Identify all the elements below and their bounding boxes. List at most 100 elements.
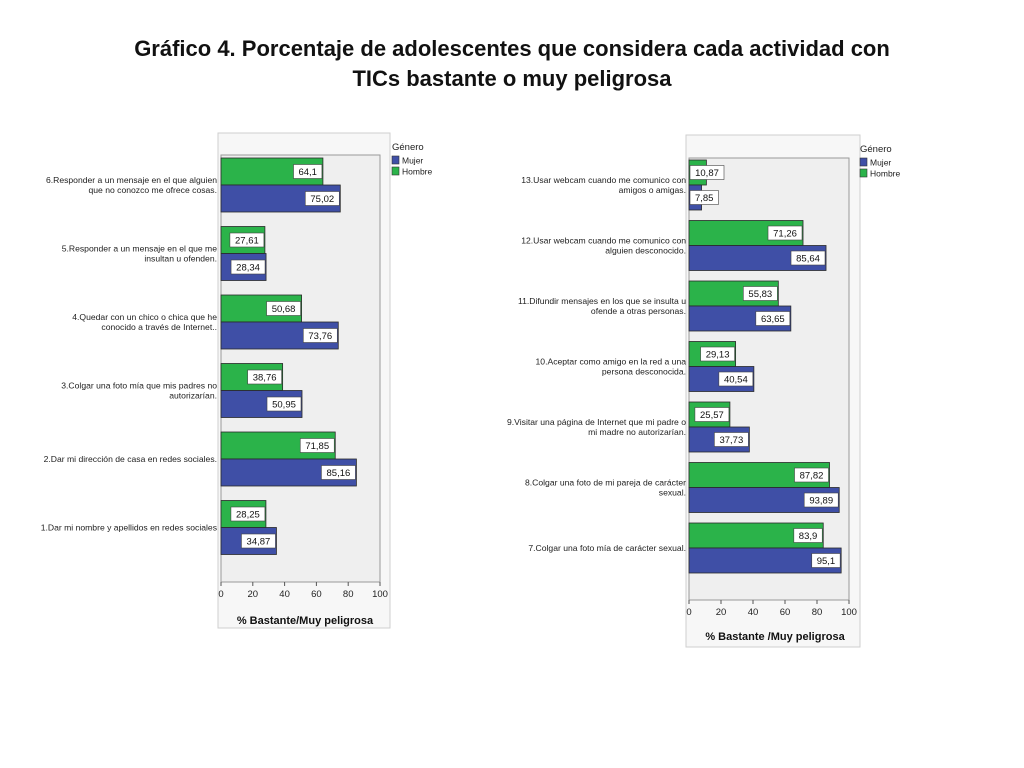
c2-value-label-mujer-5: 93,89 — [809, 496, 833, 507]
c2-x-tick-label-2: 40 — [748, 607, 759, 618]
c1-label-box-hombre-4 — [299, 438, 335, 453]
c1-value-label-mujer-2: 73,76 — [308, 331, 332, 342]
c2-value-label-mujer-2: 63,65 — [761, 314, 785, 325]
c2-legend-swatch-hombre — [859, 168, 868, 178]
c2-x-tick-label-3: 60 — [780, 607, 791, 618]
c2-label-box-mujer-1 — [790, 250, 826, 266]
c2-value-label-hombre-0: 10,87 — [695, 168, 719, 179]
c2-x-tick-label-0: 0 — [686, 607, 691, 618]
c1-legend-title: Género — [392, 142, 424, 153]
c2-value-label-hombre-1: 71,26 — [773, 229, 797, 240]
c1-category-label-4-0: 2.Dar mi dirección de casa en redes soci… — [44, 454, 217, 464]
c1-label-box-mujer-0 — [304, 191, 340, 206]
c2-value-label-mujer-4: 37,73 — [719, 435, 743, 446]
c2-legend-swatch-mujer — [859, 157, 868, 167]
c1-legend-swatch-hombre — [391, 166, 400, 176]
c2-value-label-hombre-5: 87,82 — [800, 471, 824, 482]
c1-value-label-hombre-5: 28,25 — [236, 510, 260, 521]
c2-value-label-hombre-2: 55,83 — [748, 289, 772, 300]
c1-label-box-mujer-3 — [266, 396, 302, 412]
title-line-1: Gráfico 4. Porcentaje de adolescentes qu… — [134, 36, 890, 61]
c2-category-label-6-0: 7.Colgar una foto mía de carácter sexual… — [528, 543, 686, 553]
c2-label-box-hombre-6 — [793, 528, 823, 543]
c1-value-label-hombre-3: 38,76 — [253, 373, 277, 384]
c1-category-label-5-0: 1.Dar mi nombre y apellidos en redes soc… — [41, 523, 217, 533]
c1-x-tick-label-5: 100 — [372, 589, 388, 600]
c2-category-label-5-1: sexual. — [659, 488, 686, 498]
title-line-2: TICs bastante o muy peligrosa — [352, 66, 672, 91]
c1-category-label-0-1: que no conozco me ofrece cosas. — [88, 185, 217, 195]
c1-value-label-mujer-0: 75,02 — [310, 194, 334, 205]
c2-x-tick-label-5: 100 — [841, 607, 857, 618]
c1-category-label-1-1: insultan u ofenden. — [144, 254, 217, 264]
c2-category-label-4-1: mi madre no autorizarían. — [588, 427, 686, 437]
c1-label-box-mujer-5 — [241, 533, 276, 549]
c2-category-label-1-0: 12.Usar webcam cuando me comunico con — [521, 236, 686, 246]
c1-x-tick-label-4: 80 — [343, 589, 354, 600]
c1-category-label-2-1: conocido a través de Internet.. — [101, 322, 217, 332]
c2-legend-title: Género — [860, 144, 892, 155]
c1-category-label-2-0: 4.Quedar con un chico o chica que he — [72, 312, 217, 322]
c2-x-axis-label: % Bastante /Muy peligrosa — [705, 631, 845, 643]
c2-category-label-3-0: 10.Aceptar como amigo en la red a una — [536, 357, 687, 367]
c1-label-box-hombre-5 — [230, 506, 266, 522]
c2-value-label-hombre-4: 25,57 — [700, 410, 724, 421]
c1-label-box-hombre-1 — [229, 232, 265, 248]
c2-bar-mujer-5 — [688, 487, 840, 513]
c1-category-label-3-0: 3.Colgar una foto mía que mis padres no — [61, 381, 217, 391]
c2-category-label-4-0: 9.Visitar una página de Internet que mi … — [507, 417, 686, 427]
c2-value-label-mujer-6: 95,1 — [817, 556, 836, 567]
c2-category-label-0-0: 13.Usar webcam cuando me comunico con — [521, 175, 686, 185]
c2-label-box-hombre-3 — [700, 346, 735, 362]
c2-bar-hombre-2 — [688, 280, 779, 307]
c2-label-box-mujer-6 — [811, 553, 841, 568]
c1-label-box-mujer-2 — [302, 328, 338, 343]
c2-value-label-mujer-0: 7,85 — [695, 193, 714, 204]
c2-category-label-0-1: amigos o amigas. — [619, 185, 686, 195]
c2-value-label-hombre-6: 83,9 — [799, 531, 818, 542]
c1-label-box-hombre-2 — [266, 301, 301, 316]
c2-label-box-hombre-2 — [743, 286, 778, 301]
c1-legend-label-mujer: Mujer — [402, 156, 423, 166]
c2-label-box-mujer-3 — [718, 371, 754, 387]
c2-label-box-mujer-2 — [755, 311, 791, 326]
c2-category-label-2-0: 11.Difundir mensajes en los que se insul… — [518, 296, 686, 306]
c2-label-box-mujer-4 — [714, 432, 749, 447]
c2-label-box-hombre-0 — [689, 165, 725, 180]
c1-value-label-hombre-2: 50,68 — [272, 304, 296, 315]
page-title: Gráfico 4. Porcentaje de adolescentes qu… — [0, 34, 1024, 94]
c1-label-box-hombre-3 — [247, 369, 282, 385]
c2-category-label-2-1: ofende a otras personas. — [591, 306, 686, 316]
c2-x-tick-label-1: 20 — [716, 607, 727, 618]
c1-value-label-mujer-3: 50,95 — [272, 400, 296, 411]
c1-label-box-hombre-0 — [293, 164, 323, 179]
c2-value-label-hombre-3: 29,13 — [706, 350, 730, 361]
c1-category-label-1-0: 5.Responder a un mensaje en el que me — [62, 244, 217, 254]
c1-bar-hombre-4 — [220, 431, 336, 460]
c1-x-axis-label: % Bastante/Muy peligrosa — [237, 615, 374, 627]
c1-value-label-hombre-1: 27,61 — [235, 236, 259, 247]
c1-value-label-mujer-1: 28,34 — [236, 263, 260, 274]
c1-x-tick-label-2: 40 — [279, 589, 290, 600]
c1-legend-swatch-mujer — [391, 155, 400, 165]
c2-label-box-mujer-0 — [689, 190, 719, 205]
c1-x-tick-label-1: 20 — [248, 589, 259, 600]
c2-category-label-3-1: persona desconocida. — [602, 367, 686, 377]
c1-label-box-mujer-4 — [321, 465, 356, 480]
c2-label-box-hombre-1 — [767, 225, 803, 241]
c2-label-box-hombre-5 — [794, 467, 829, 483]
c2-label-box-hombre-4 — [694, 407, 730, 422]
c2-legend-label-mujer: Mujer — [870, 158, 891, 168]
c1-value-label-mujer-4: 85,16 — [327, 468, 351, 479]
c2-label-box-mujer-5 — [803, 492, 839, 508]
c1-value-label-hombre-0: 64,1 — [298, 167, 317, 178]
c2-category-label-1-1: alguien desconocido. — [605, 246, 686, 256]
c1-label-box-mujer-1 — [230, 259, 266, 275]
c1-value-label-hombre-4: 71,85 — [305, 441, 329, 452]
c2-value-label-mujer-3: 40,54 — [724, 375, 748, 386]
c2-value-label-mujer-1: 85,64 — [796, 254, 820, 265]
c1-x-tick-label-0: 0 — [218, 589, 223, 600]
c1-value-label-mujer-5: 34,87 — [247, 537, 271, 548]
c2-legend-label-hombre: Hombre — [870, 169, 901, 179]
